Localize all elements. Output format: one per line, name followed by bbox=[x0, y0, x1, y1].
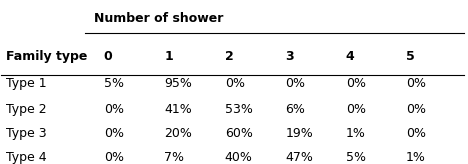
Text: 41%: 41% bbox=[164, 103, 192, 116]
Text: 0: 0 bbox=[104, 50, 112, 63]
Text: 19%: 19% bbox=[285, 127, 313, 140]
Text: 0%: 0% bbox=[225, 77, 245, 90]
Text: 0%: 0% bbox=[406, 77, 426, 90]
Text: 0%: 0% bbox=[406, 127, 426, 140]
Text: Type 4: Type 4 bbox=[6, 151, 47, 164]
Text: 40%: 40% bbox=[225, 151, 253, 164]
Text: 0%: 0% bbox=[346, 77, 366, 90]
Text: 0%: 0% bbox=[285, 77, 305, 90]
Text: 1%: 1% bbox=[346, 127, 366, 140]
Text: Type 2: Type 2 bbox=[6, 103, 47, 116]
Text: 0%: 0% bbox=[104, 103, 124, 116]
Text: 0%: 0% bbox=[406, 103, 426, 116]
Text: Type 1: Type 1 bbox=[6, 77, 47, 90]
Text: Type 3: Type 3 bbox=[6, 127, 47, 140]
Text: 5%: 5% bbox=[104, 77, 124, 90]
Text: Family type: Family type bbox=[6, 50, 88, 63]
Text: 1%: 1% bbox=[406, 151, 426, 164]
Text: 6%: 6% bbox=[285, 103, 305, 116]
Text: 7%: 7% bbox=[164, 151, 184, 164]
Text: 2: 2 bbox=[225, 50, 234, 63]
Text: Number of shower: Number of shower bbox=[95, 12, 224, 25]
Text: 60%: 60% bbox=[225, 127, 253, 140]
Text: 5: 5 bbox=[406, 50, 415, 63]
Text: 0%: 0% bbox=[346, 103, 366, 116]
Text: 1: 1 bbox=[164, 50, 173, 63]
Text: 0%: 0% bbox=[104, 127, 124, 140]
Text: 4: 4 bbox=[346, 50, 354, 63]
Text: 47%: 47% bbox=[285, 151, 313, 164]
Text: 95%: 95% bbox=[164, 77, 192, 90]
Text: 20%: 20% bbox=[164, 127, 192, 140]
Text: 0%: 0% bbox=[104, 151, 124, 164]
Text: 3: 3 bbox=[285, 50, 294, 63]
Text: 5%: 5% bbox=[346, 151, 366, 164]
Text: 53%: 53% bbox=[225, 103, 253, 116]
